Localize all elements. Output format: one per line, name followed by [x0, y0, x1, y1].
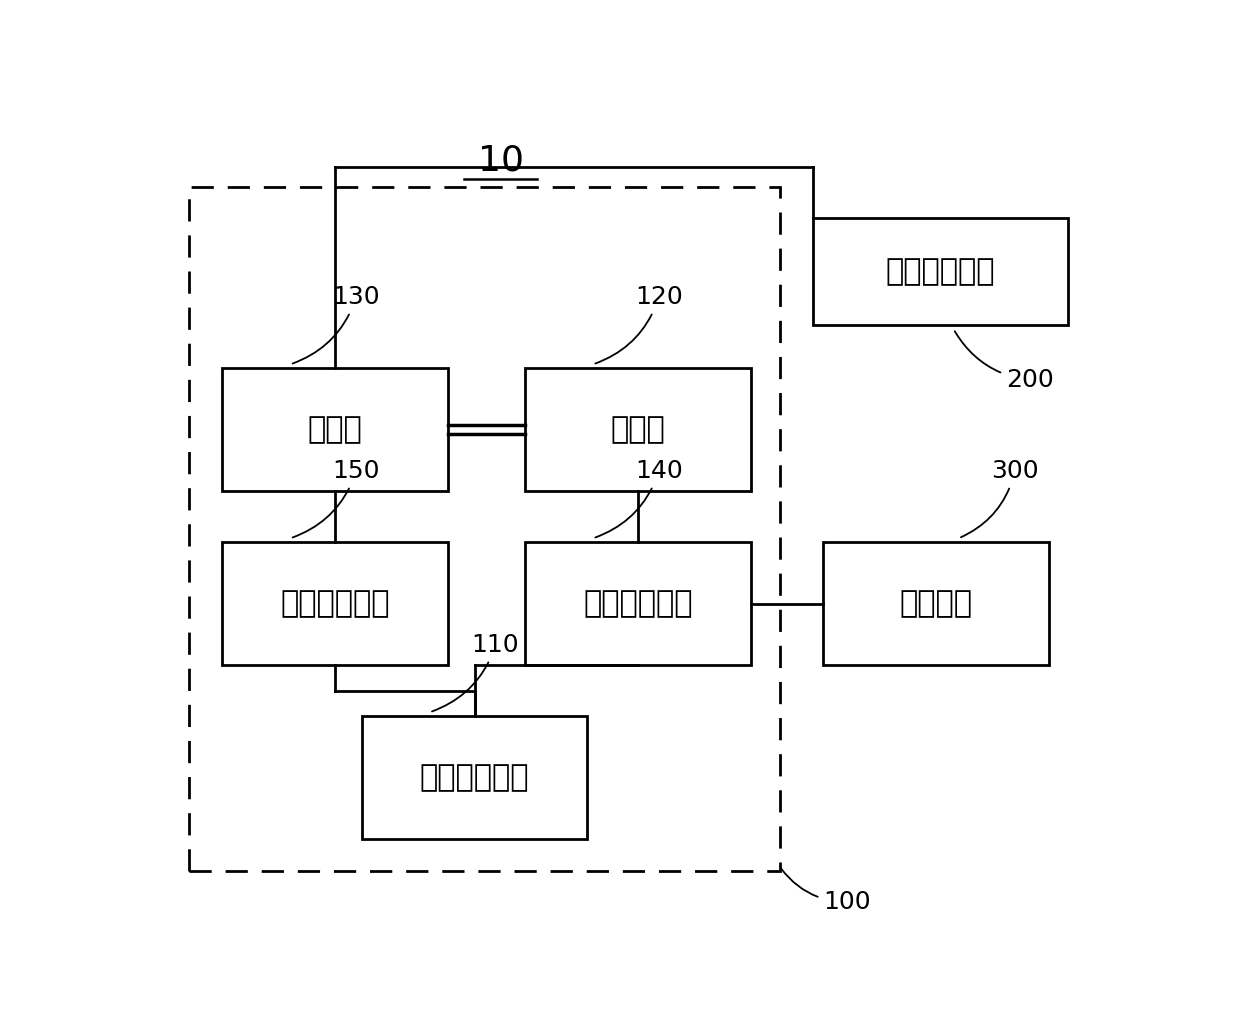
Bar [823, 542, 1049, 664]
Text: 发动机: 发动机 [308, 415, 362, 444]
Text: 140: 140 [595, 459, 683, 537]
Bar [188, 187, 780, 871]
Text: 120: 120 [595, 286, 683, 364]
Text: 发电机: 发电机 [610, 415, 666, 444]
Bar [525, 369, 750, 491]
Text: 130: 130 [293, 286, 379, 364]
Text: 200: 200 [955, 332, 1054, 392]
Text: 300: 300 [961, 459, 1039, 537]
Text: 发电机控制器: 发电机控制器 [583, 589, 693, 618]
Bar [222, 369, 448, 491]
Bar [222, 542, 448, 664]
Text: 增程器控制器: 增程器控制器 [420, 763, 529, 792]
Bar [813, 218, 1068, 325]
Bar [362, 717, 588, 839]
Text: 动力电池: 动力电池 [899, 589, 972, 618]
Text: 发动机控制器: 发动机控制器 [280, 589, 389, 618]
Text: 燃油供给系统: 燃油供给系统 [885, 257, 996, 286]
Text: 10: 10 [477, 143, 525, 177]
Text: 110: 110 [432, 634, 520, 712]
Bar [525, 542, 750, 664]
Text: 150: 150 [293, 459, 379, 537]
Text: 100: 100 [781, 869, 870, 914]
